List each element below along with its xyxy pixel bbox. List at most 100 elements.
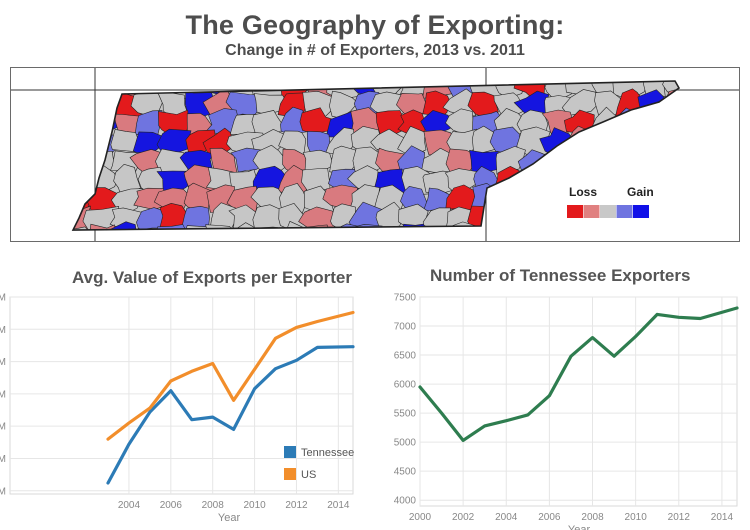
series-line (418, 306, 739, 442)
x-tick-label: 2008 (202, 500, 225, 511)
legend-swatch (284, 468, 296, 480)
county-shape (661, 187, 679, 216)
x-tick-label: 2006 (160, 500, 183, 511)
county-shape (398, 203, 429, 230)
county-shape (73, 93, 98, 117)
county-shape (517, 224, 551, 230)
county-shape (710, 133, 739, 152)
y-tick-label: $3.500M (0, 389, 6, 400)
y-tick-label: 4000 (394, 496, 417, 507)
county-shape (280, 106, 307, 135)
county-shape (329, 90, 359, 119)
legend-swatch (633, 205, 649, 218)
county-shape (522, 185, 554, 213)
county-shape (661, 130, 679, 155)
county-shape (691, 108, 719, 136)
county-shape (708, 94, 739, 119)
x-tick-label: 2012 (668, 512, 691, 523)
county-shape (422, 90, 450, 117)
left-chart-title: Avg. Value of Exports per Exporter (72, 268, 352, 287)
legend-swatch (284, 446, 296, 458)
county-shape (323, 223, 359, 230)
county-shape (299, 224, 335, 230)
county-shape (594, 90, 622, 117)
series-line (106, 345, 355, 485)
x-axis-title: Year (568, 524, 591, 530)
county-shape (661, 108, 679, 141)
page-title: The Geography of Exporting: (185, 10, 565, 40)
county-shape (690, 130, 719, 152)
legend-swatch (616, 205, 633, 218)
y-tick-label: $2.500M (0, 454, 6, 465)
county-shape (73, 110, 98, 139)
county-shape (495, 146, 526, 175)
county-shape (642, 81, 666, 98)
county-shape (376, 226, 408, 230)
county-shape (73, 163, 95, 196)
y-tick-label: 6500 (394, 351, 417, 362)
legend-loss-label: Loss (569, 185, 597, 199)
x-tick-label: 2010 (243, 500, 266, 511)
county-shape (687, 208, 717, 231)
county-shape (660, 150, 679, 178)
county-shape (714, 169, 739, 193)
county-shape (279, 183, 308, 214)
county-shape (73, 147, 97, 175)
county-shape (111, 188, 144, 214)
x-tick-label: 2000 (409, 512, 432, 523)
county-shape (712, 224, 739, 241)
county-shape (84, 92, 116, 121)
county-shape (254, 226, 286, 230)
county-shape (640, 127, 670, 160)
county-shape (88, 223, 118, 230)
county-shape (491, 204, 529, 230)
x-tick-label: 2002 (452, 512, 475, 523)
county-shape (686, 148, 720, 171)
legend-swatch (600, 205, 616, 218)
county-shape (132, 131, 166, 159)
x-tick-label: 2008 (581, 512, 604, 523)
x-tick-label: 2004 (118, 500, 141, 511)
exporters-count-chart: 4000 4500 5000 5500 6000 6500 7000 7500 2000 2002… (394, 293, 739, 530)
x-tick-label: 2010 (625, 512, 648, 523)
county-shape (710, 69, 739, 99)
legend-gain-label: Gain (627, 185, 654, 199)
x-tick-label: 2012 (285, 500, 308, 511)
county-shape (84, 81, 123, 99)
series-line (106, 310, 355, 441)
x-tick-label: 2014 (711, 512, 734, 523)
legend-label: Tennessee (301, 447, 354, 459)
county-shape (637, 151, 666, 171)
county-shape (205, 224, 238, 230)
county-shape (613, 148, 649, 175)
county-shape (561, 89, 602, 116)
county-shape (492, 221, 527, 230)
y-tick-label: $2.000M (0, 486, 6, 497)
county-shape (420, 226, 456, 230)
county-shape (686, 89, 721, 119)
legend-swatches (567, 205, 649, 218)
county-shape (710, 208, 739, 233)
county-shape (73, 226, 96, 230)
county-shape (494, 186, 526, 215)
county-shape (565, 149, 599, 176)
y-tick-label: $3.000M (0, 422, 6, 433)
county-shape (183, 225, 218, 230)
county-shape (686, 187, 718, 215)
county-shape (420, 110, 454, 136)
county-shape (590, 128, 624, 155)
county-shape (683, 74, 715, 97)
y-tick-label: 7500 (394, 293, 417, 304)
x-tick-label: 2006 (538, 512, 561, 523)
county-shape (662, 226, 679, 230)
y-tick-label: 4500 (394, 467, 417, 478)
county-shape (397, 125, 427, 158)
y-tick-label: $4.500M (0, 325, 6, 336)
county-shape (513, 205, 550, 228)
county-shape (346, 223, 383, 230)
y-tick-label: 6000 (394, 380, 417, 391)
county-shape (612, 81, 648, 101)
county-shape (660, 166, 679, 193)
county-shape (73, 81, 92, 101)
county-shape (638, 107, 669, 134)
